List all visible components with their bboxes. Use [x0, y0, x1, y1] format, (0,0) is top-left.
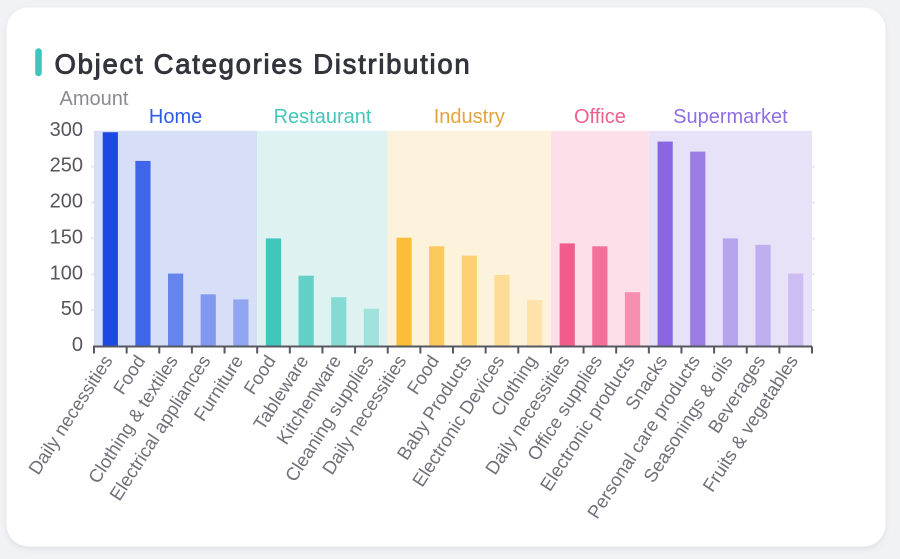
- svg-text:150: 150: [50, 226, 83, 248]
- svg-text:Restaurant: Restaurant: [274, 106, 372, 128]
- svg-text:300: 300: [50, 119, 83, 141]
- svg-text:Supermarket: Supermarket: [673, 106, 788, 128]
- svg-text:Industry: Industry: [434, 106, 505, 128]
- svg-text:Amount: Amount: [60, 88, 129, 110]
- svg-text:Object Categories Distribution: Object Categories Distribution: [55, 48, 472, 79]
- svg-text:200: 200: [50, 191, 83, 213]
- svg-text:100: 100: [50, 262, 83, 284]
- svg-text:Office: Office: [574, 106, 626, 128]
- svg-text:Home: Home: [149, 106, 202, 128]
- svg-text:0: 0: [72, 334, 83, 356]
- svg-text:250: 250: [50, 155, 83, 177]
- svg-text:50: 50: [61, 298, 83, 320]
